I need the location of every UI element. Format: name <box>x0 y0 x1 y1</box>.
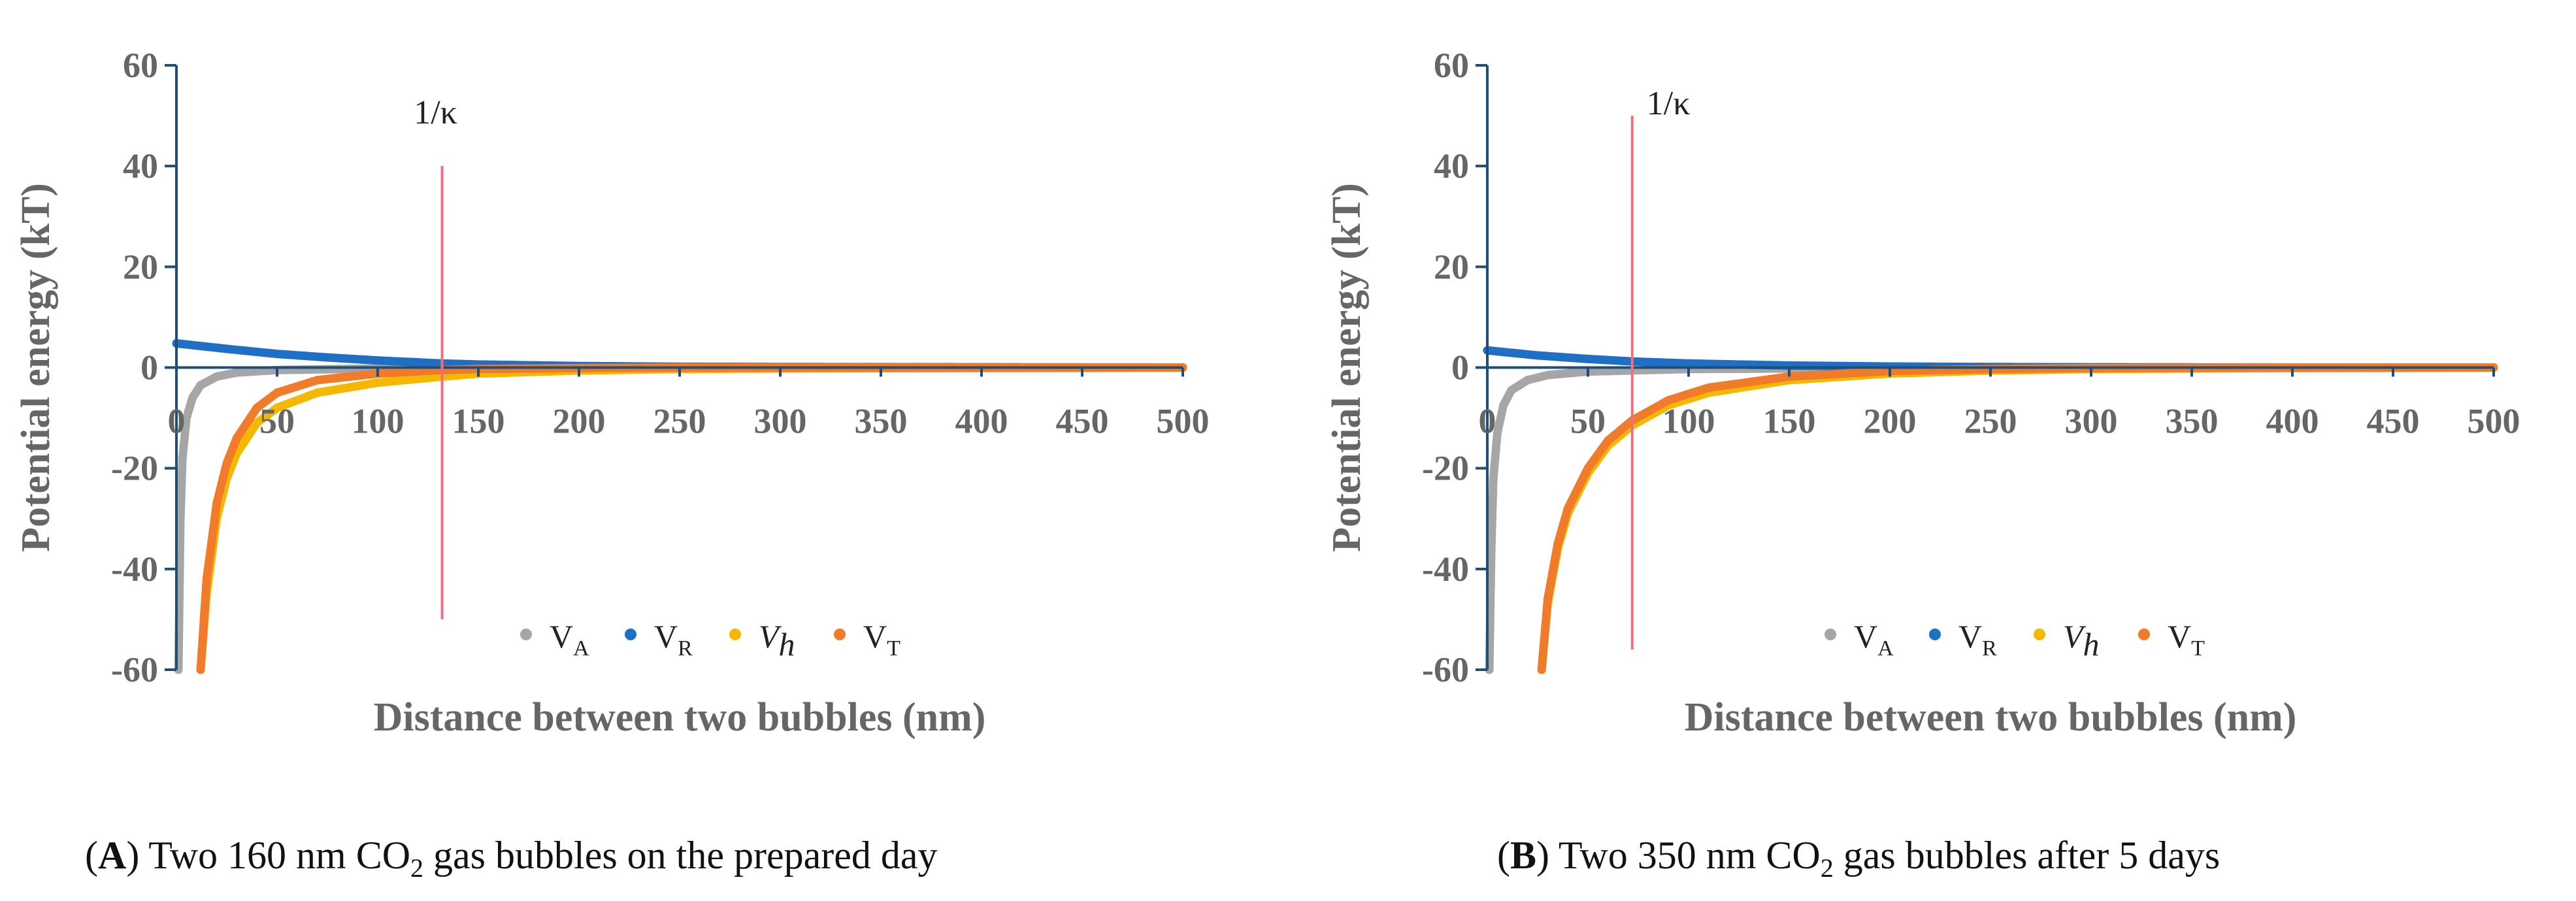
panel-b: 60 40 20 0 -20 -40 -60 0 50 100 150 200 250 300 350 400… <box>1288 0 2576 901</box>
panel-a: 60 40 20 0 -20 -40 -60 0 50 100 150 200 250 300 350 400… <box>14 46 1210 883</box>
y-tick-label: 40 <box>123 146 158 186</box>
x-tick-label: 250 <box>653 402 706 441</box>
x-tick-label: 200 <box>553 402 606 441</box>
caption-a: (A) Two 160 nm CO2 gas bubbles on the pr… <box>85 834 938 883</box>
x-tick-label: 50 <box>259 402 295 441</box>
y-tick-label: -20 <box>111 449 158 488</box>
y-tick-label: -40 <box>111 549 158 589</box>
x-tick-label: 300 <box>754 402 807 441</box>
legend-marker-VT <box>834 629 846 640</box>
x-tick-label: 450 <box>1056 402 1109 441</box>
y-tick-label: -60 <box>111 650 158 689</box>
series-group <box>1483 346 2498 674</box>
x-tick-label: 150 <box>452 402 505 441</box>
x-axis-label: Distance between two bubbles (nm) <box>374 695 986 740</box>
legend-label-VT: VT <box>863 618 900 661</box>
x-tick-label: 350 <box>855 402 908 441</box>
legend-marker-Vh <box>729 629 741 640</box>
x-tick-label: 0 <box>168 402 186 441</box>
y-tick-label: 20 <box>123 247 158 286</box>
legend-label-VR: VR <box>654 618 693 661</box>
legend-label-VA: VA <box>550 618 589 661</box>
y-axis-label: Potential energy (kT) <box>14 183 58 552</box>
x-tick-label: 400 <box>955 402 1008 441</box>
y-tick-label: 60 <box>123 46 158 85</box>
legend-marker-VR <box>625 629 636 640</box>
x-tick-label: 500 <box>1157 402 1210 441</box>
series-group <box>172 339 1187 674</box>
legend-marker-VA <box>520 629 532 640</box>
legend: VA VR Vh VT <box>520 618 900 663</box>
x-tick-label: 100 <box>352 402 405 441</box>
legend-label-Vh: Vh <box>759 618 795 663</box>
y-tick-label: 0 <box>140 348 158 387</box>
kappa-label: 1/κ <box>414 94 457 131</box>
